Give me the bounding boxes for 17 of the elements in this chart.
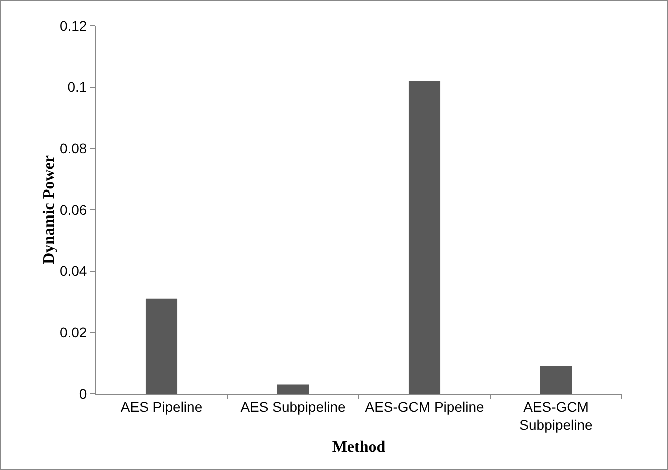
x-tick-label: AES-GCM Pipeline (365, 398, 484, 415)
x-axis-title: Method (332, 439, 386, 456)
bar (540, 366, 572, 394)
x-tick-label: AES Pipeline (120, 398, 203, 415)
y-axis-title: Dynamic Power (40, 156, 58, 264)
x-tick-label: AES Subpipeline (240, 398, 346, 415)
y-tick-label: 0.04 (60, 263, 88, 280)
y-tick-label: 0.08 (60, 140, 88, 157)
y-tick-label: 0.1 (68, 79, 88, 96)
y-tick-label: 0.06 (60, 202, 88, 218)
bar (277, 384, 310, 394)
bar (146, 298, 178, 394)
y-tick-label: 0.12 (60, 18, 88, 34)
y-tick-label: 0.02 (60, 324, 88, 341)
bar (408, 81, 441, 394)
y-tick-label: 0 (79, 386, 88, 402)
x-tick-label: AES-GCM Subpipeline (520, 398, 594, 433)
